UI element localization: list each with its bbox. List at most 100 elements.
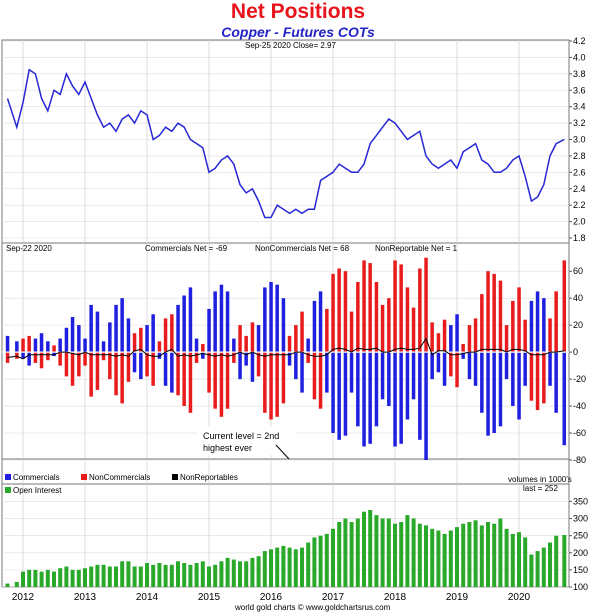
open-interest-bar bbox=[213, 564, 218, 588]
commercials-bar bbox=[52, 352, 56, 357]
commercials-bar bbox=[306, 338, 310, 353]
open-interest-bar bbox=[343, 518, 348, 587]
noncommercials-bar bbox=[306, 352, 310, 363]
commercials-bar bbox=[504, 352, 509, 380]
noncommercials-bar bbox=[139, 327, 143, 353]
commercials-bar bbox=[101, 341, 106, 353]
open-interest-bar bbox=[132, 566, 137, 587]
noncommercials-bar bbox=[269, 352, 273, 420]
x-tick-label: 2018 bbox=[384, 592, 407, 603]
open-interest-bar bbox=[21, 571, 25, 587]
noncommercials-bar bbox=[511, 300, 515, 353]
commercials-bar bbox=[89, 304, 93, 353]
open-interest-bar bbox=[411, 518, 416, 587]
x-tick-label: 2019 bbox=[446, 592, 469, 603]
noncommercials-bar bbox=[343, 271, 348, 353]
commercials-bar bbox=[176, 304, 180, 353]
open-interest-bar bbox=[455, 527, 459, 587]
commercials-bar bbox=[535, 291, 540, 353]
open-interest-bar bbox=[176, 561, 180, 587]
price-y-tick-label: 4.2 bbox=[573, 36, 586, 46]
commercials-bar bbox=[219, 284, 224, 353]
legend-noncommercials: NonCommercials bbox=[89, 473, 150, 482]
noncommercials-bar bbox=[504, 325, 509, 353]
noncommercials-bar bbox=[101, 352, 106, 361]
commercials-bar bbox=[424, 352, 428, 460]
commercials-bar bbox=[108, 322, 112, 353]
noncommercials-bar bbox=[151, 352, 155, 386]
open-interest-bar bbox=[101, 564, 106, 588]
legend-swatch-commercials bbox=[5, 474, 11, 480]
open-interest-bar bbox=[225, 557, 230, 587]
noncommercials-bar bbox=[455, 352, 459, 388]
noncommercials-bar bbox=[201, 344, 205, 353]
commercials-bar bbox=[21, 352, 25, 359]
noncommercials-bar bbox=[114, 352, 118, 396]
price-y-tick-label: 3.0 bbox=[573, 135, 586, 145]
legend-swatch-noncommercials bbox=[81, 474, 87, 480]
price-line bbox=[6, 68, 565, 219]
open-interest-bar bbox=[27, 569, 32, 587]
commercials-bar bbox=[182, 295, 186, 353]
open-interest-bar bbox=[244, 561, 249, 587]
open-interest-bar bbox=[200, 561, 205, 587]
commercials-bar bbox=[449, 325, 453, 353]
commercials-bar bbox=[411, 352, 416, 400]
commercials-bar bbox=[436, 352, 441, 373]
commercials-bar bbox=[387, 352, 391, 406]
oi-y-tick-label: 200 bbox=[573, 548, 588, 558]
commercials-bar bbox=[70, 317, 75, 353]
commercials-bar bbox=[337, 352, 341, 440]
noncommercials-bar bbox=[411, 307, 416, 353]
price-header: Sep-25 2020 Close= 2.97 bbox=[245, 41, 337, 50]
net-y-tick-label: 40 bbox=[573, 293, 583, 303]
open-interest-bar bbox=[380, 518, 385, 587]
commercials-bar bbox=[39, 333, 44, 353]
noncommercials-bar bbox=[33, 352, 38, 363]
open-interest-bar bbox=[529, 554, 534, 587]
noncommercials-bar bbox=[263, 352, 267, 413]
price-y-tick-label: 3.8 bbox=[573, 69, 586, 79]
x-tick-label: 2020 bbox=[508, 592, 531, 603]
commercials-bar bbox=[256, 325, 261, 353]
noncommercials-bar bbox=[535, 352, 540, 411]
noncommercials-bar bbox=[424, 257, 428, 353]
noncommercials-bar bbox=[213, 352, 217, 409]
open-interest-bar bbox=[442, 533, 447, 587]
noncommercials-bar bbox=[498, 280, 503, 353]
noncommercials-bar bbox=[46, 352, 50, 361]
noncommercials-bar bbox=[325, 308, 329, 353]
noncommercials-bar bbox=[157, 341, 162, 353]
commercials-bar bbox=[418, 352, 422, 440]
noncommercials-bar bbox=[380, 304, 385, 353]
commercials-bar bbox=[430, 352, 434, 380]
commercials-bar bbox=[232, 338, 236, 353]
commercials-bar bbox=[151, 314, 155, 353]
open-interest-bar bbox=[262, 551, 267, 587]
noncommercials-bar bbox=[374, 282, 379, 353]
open-interest-bar bbox=[58, 568, 63, 587]
open-interest-bar bbox=[448, 530, 453, 587]
commercials-bar bbox=[263, 287, 267, 353]
open-interest-bar bbox=[250, 557, 255, 587]
commercials-bar bbox=[312, 300, 317, 353]
open-interest-bar bbox=[393, 523, 397, 587]
commercials-bar bbox=[46, 341, 50, 353]
commercials-bar bbox=[405, 352, 410, 420]
net-y-tick-label: 20 bbox=[573, 320, 583, 330]
open-interest-bar bbox=[430, 528, 435, 587]
noncommercials-bar bbox=[368, 263, 372, 353]
commercials-bar bbox=[281, 298, 286, 353]
commercials-bar bbox=[145, 325, 149, 353]
open-interest-bar bbox=[362, 511, 366, 587]
commercials-bar bbox=[83, 338, 87, 353]
noncommercials-bar bbox=[21, 338, 25, 353]
noncommercials-bar bbox=[219, 352, 224, 417]
commercials-bar bbox=[517, 352, 521, 420]
open-interest-bar bbox=[5, 583, 10, 587]
legend-swatch-open-interest bbox=[5, 487, 11, 493]
open-interest-bar bbox=[461, 523, 466, 587]
open-interest-bar bbox=[535, 551, 540, 587]
open-interest-bar bbox=[207, 566, 211, 587]
price-y-tick-label: 4.0 bbox=[573, 52, 586, 62]
